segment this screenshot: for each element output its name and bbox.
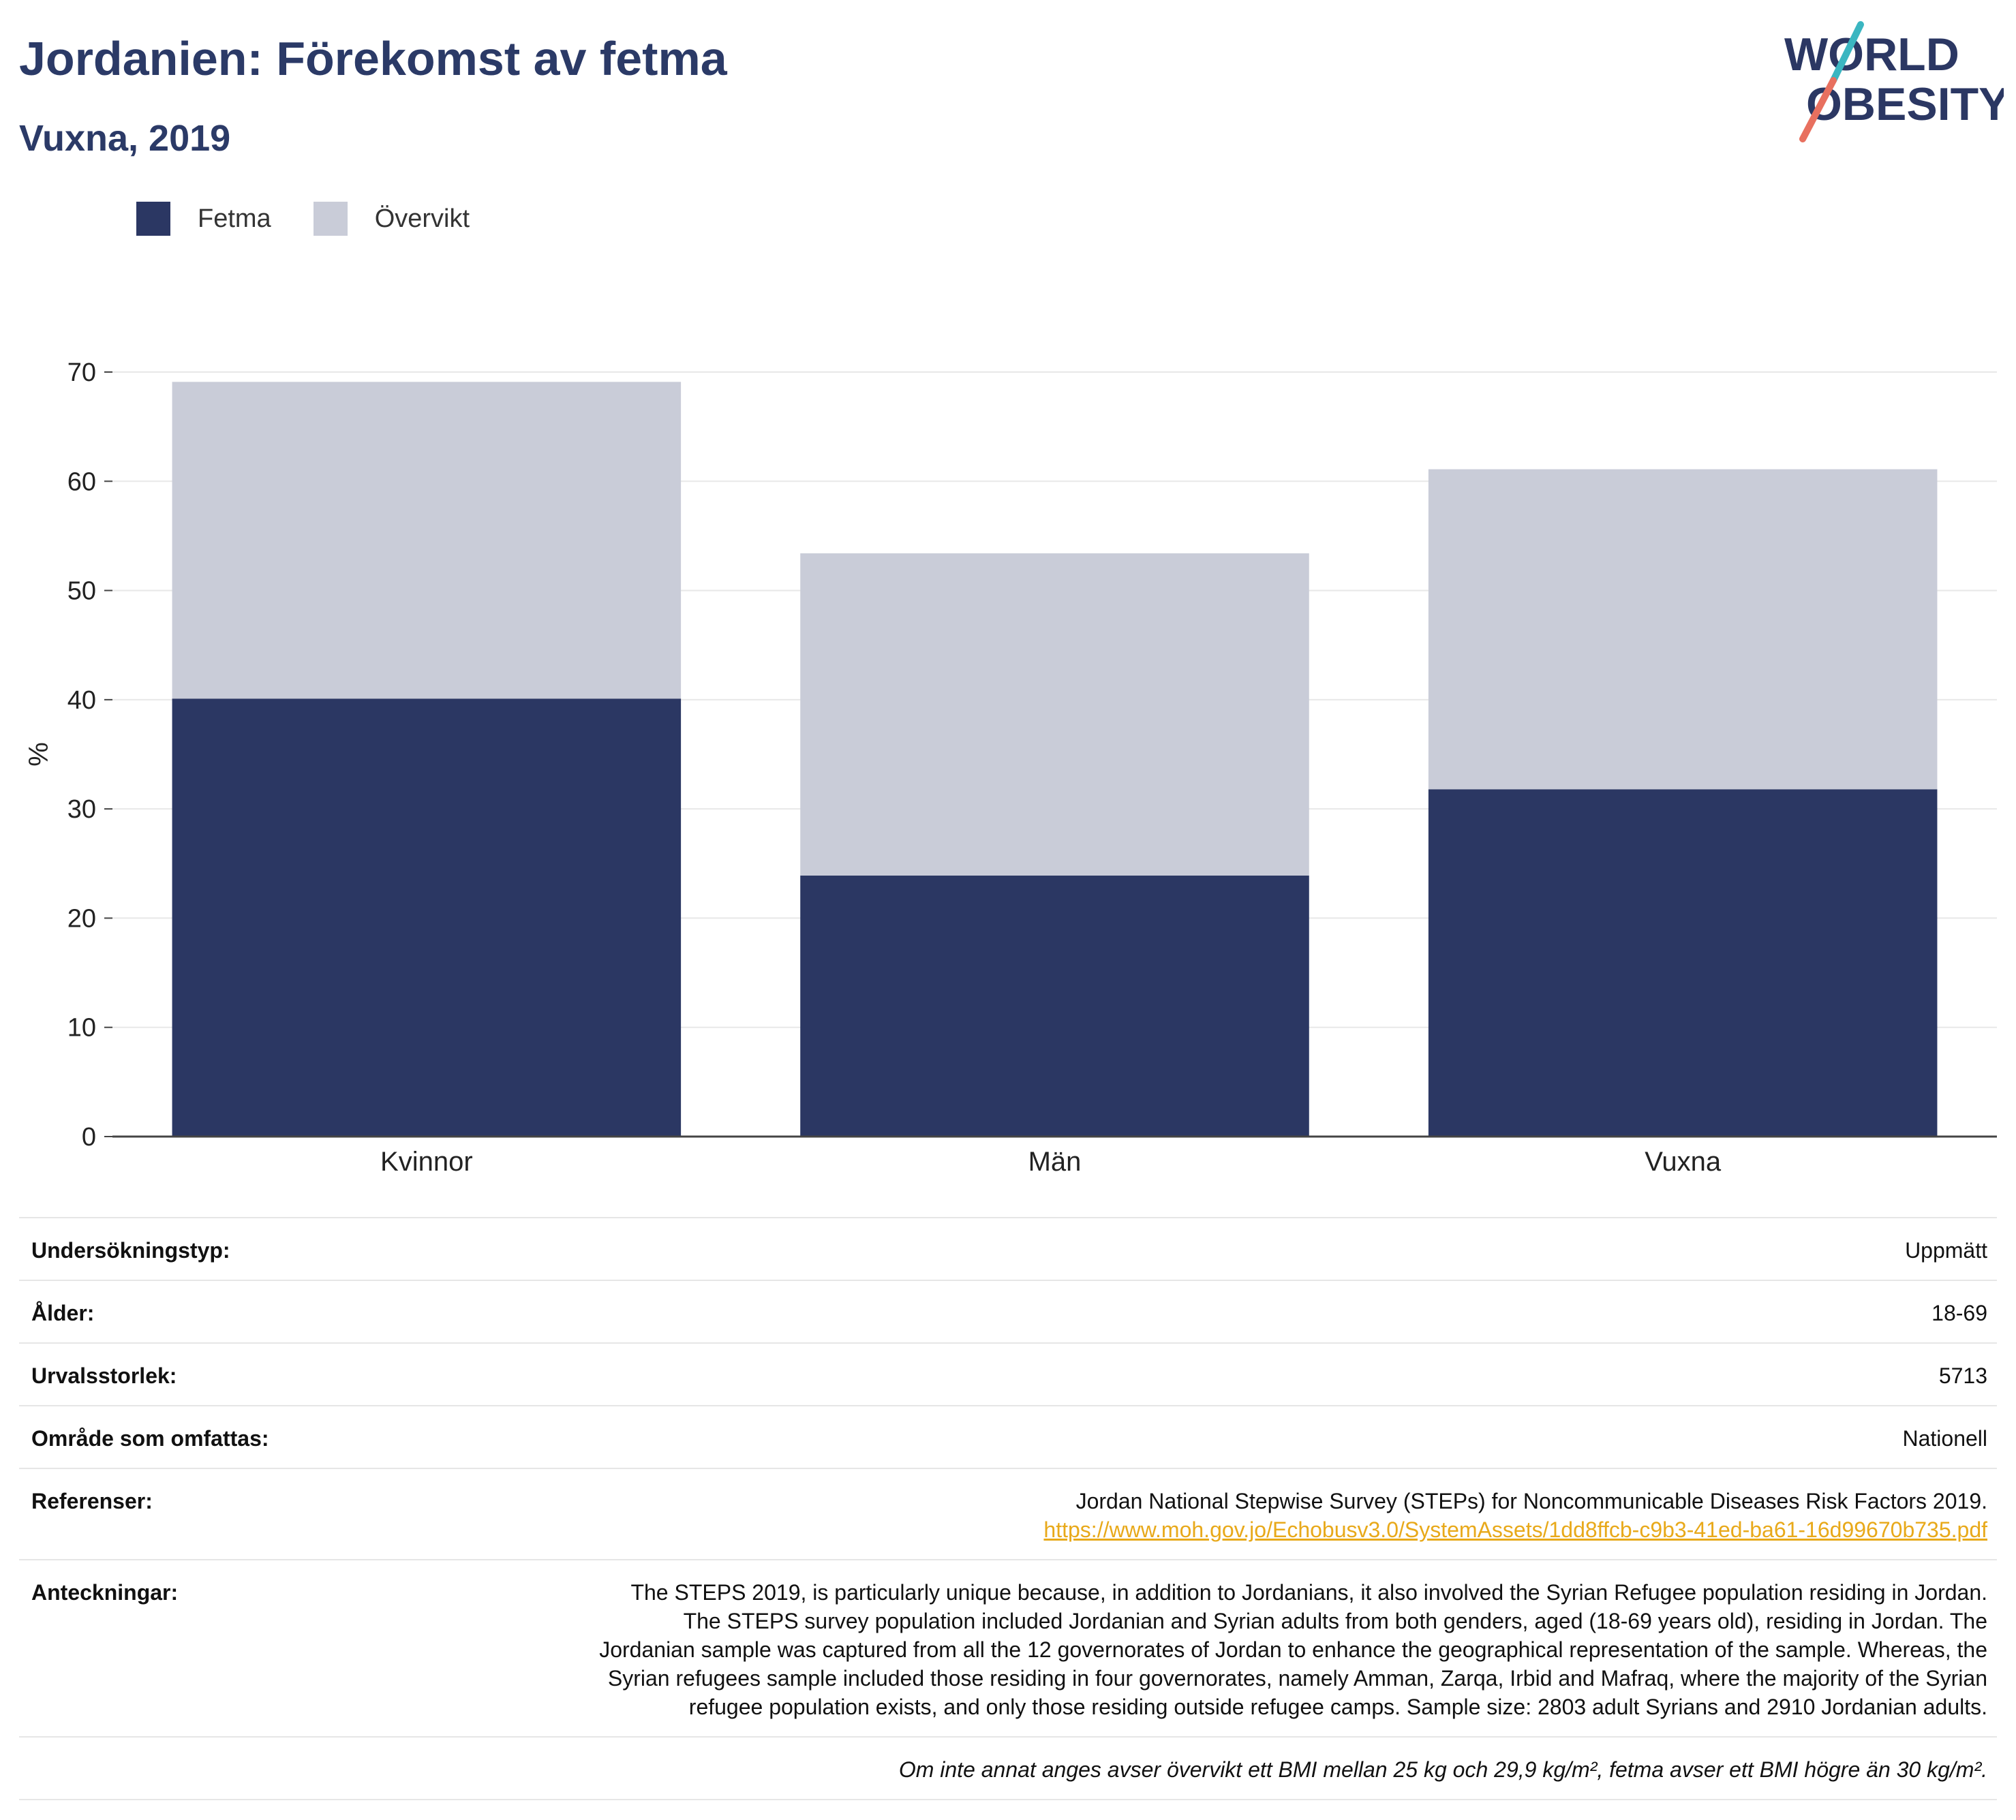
sample-size-value: 5713: [1938, 1363, 1987, 1388]
bar-kvinnor-fetma: [172, 698, 682, 1137]
area-value: Nationell: [1902, 1426, 1987, 1451]
bmi-footnote: Om inte annat anges avser övervikt ett B…: [898, 1757, 1987, 1782]
world-obesity-logo: WORLD OBESITY: [1784, 21, 2004, 142]
y-tick-label-50: 50: [67, 577, 96, 606]
logo-text-world: WORLD: [1784, 29, 1959, 80]
bar-män-fetma: [800, 875, 1309, 1137]
x-tick-label-vuxna: Vuxna: [1645, 1147, 1722, 1177]
table-row-notes: Anteckningar: The STEPS 2019, is particu…: [19, 1559, 1997, 1736]
page-title: Jordanien: Förekomst av fetma: [19, 32, 727, 85]
survey-type-value: Uppmätt: [1905, 1238, 1987, 1263]
age-value: 18-69: [1931, 1301, 1987, 1325]
table-row-survey-type: Undersökningstyp: Uppmätt: [19, 1217, 1997, 1280]
legend-swatch-overvikt: [313, 202, 348, 236]
page-subtitle: Vuxna, 2019: [19, 118, 231, 159]
legend-label-fetma: Fetma: [198, 204, 271, 233]
y-tick-label-20: 20: [67, 904, 96, 933]
legend-swatch-fetma: [136, 202, 170, 236]
bar-vuxna-fetma: [1428, 789, 1938, 1137]
y-axis-label: %: [24, 742, 54, 767]
bar-män-overvikt: [800, 553, 1309, 876]
notes-value: The STEPS 2019, is particularly unique b…: [599, 1580, 1987, 1719]
table-row-footnote: Om inte annat anges avser övervikt ett B…: [19, 1736, 1997, 1800]
table-row-area: Område som omfattas: Nationell: [19, 1405, 1997, 1468]
area-label: Område som omfattas:: [31, 1426, 269, 1451]
chart-legend: Fetma Övervikt: [136, 202, 512, 236]
references-value: Jordan National Stepwise Survey (STEPs) …: [1043, 1487, 1987, 1544]
age-label: Ålder:: [31, 1301, 95, 1325]
y-tick-label-40: 40: [67, 686, 96, 715]
x-tick-label-kvinnor: Kvinnor: [380, 1147, 473, 1177]
table-row-age: Ålder: 18-69: [19, 1280, 1997, 1342]
logo-text-obesity: OBESITY: [1806, 78, 2004, 130]
logo-slash-teal: [1830, 21, 1864, 84]
stacked-bar-chart: 0 10 20 30 40 50 60 70% Kvinnor Män Vuxna: [24, 358, 1997, 1177]
notes-label: Anteckningar:: [31, 1580, 179, 1605]
reference-text: Jordan National Stepwise Survey (STEPs) …: [1075, 1489, 1987, 1513]
y-tick-label-60: 60: [67, 467, 96, 496]
logo-slash-coral: [1799, 77, 1837, 142]
y-tick-label-30: 30: [67, 795, 96, 824]
references-label: Referenser:: [31, 1489, 153, 1513]
y-tick-label-0: 0: [82, 1123, 96, 1152]
table-row-references: Referenser: Jordan National Stepwise Sur…: [19, 1468, 1997, 1559]
bar-kvinnor-overvikt: [172, 382, 682, 699]
sample-size-label: Urvalsstorlek:: [31, 1363, 177, 1388]
table-row-sample-size: Urvalsstorlek: 5713: [19, 1342, 1997, 1405]
legend-label-overvikt: Övervikt: [374, 204, 470, 233]
bar-vuxna-overvikt: [1428, 469, 1938, 790]
y-tick-label-10: 10: [67, 1014, 96, 1043]
reference-link[interactable]: https://www.moh.gov.jo/Echobusv3.0/Syste…: [1043, 1517, 1987, 1542]
survey-type-label: Undersökningstyp:: [31, 1238, 230, 1263]
legend-item-overvikt: Övervikt: [313, 202, 470, 236]
survey-info-table: Undersökningstyp: Uppmätt Ålder: 18-69 U…: [19, 1217, 1997, 1800]
x-tick-label-män: Män: [1028, 1147, 1082, 1177]
legend-item-fetma: Fetma: [136, 202, 271, 236]
y-tick-label-70: 70: [67, 358, 96, 387]
